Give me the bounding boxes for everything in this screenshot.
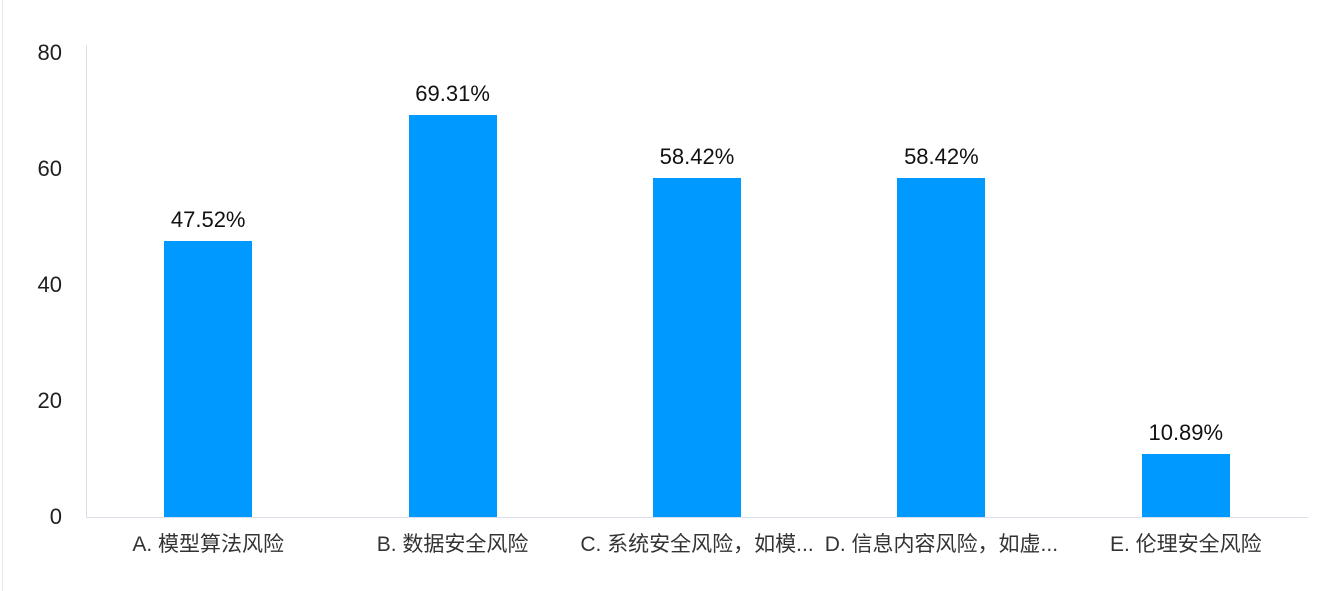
x-axis-line (86, 517, 1308, 518)
y-tick-label: 20 (37, 388, 62, 413)
bar-value-label: 58.42% (904, 144, 979, 170)
bar (1141, 453, 1230, 517)
bar-value-label: 10.89% (1148, 419, 1224, 445)
y-tick-label: 60 (37, 156, 62, 181)
y-tick-label: 40 (37, 272, 62, 297)
category-label: E. 伦理安全风险 (1109, 533, 1262, 556)
bar (164, 241, 253, 517)
bar-value-label: 47.52% (170, 207, 246, 233)
category-label: D. 信息内容风险，如虚... (824, 533, 1059, 556)
y-axis-line (86, 45, 87, 518)
window-left-border (2, 0, 3, 591)
bar-value-label: 69.31% (415, 81, 490, 106)
category-label: B. 数据安全风险 (376, 533, 529, 556)
bar (897, 178, 986, 517)
category-label: A. 模型算法风险 (132, 533, 285, 556)
y-tick-label: 80 (37, 40, 62, 65)
category-label: C. 系统安全风险，如模... (580, 533, 814, 556)
bar (408, 115, 497, 517)
bar-value-label: 58.42% (659, 144, 735, 170)
bar (653, 178, 741, 517)
y-tick-label: 0 (49, 504, 62, 529)
